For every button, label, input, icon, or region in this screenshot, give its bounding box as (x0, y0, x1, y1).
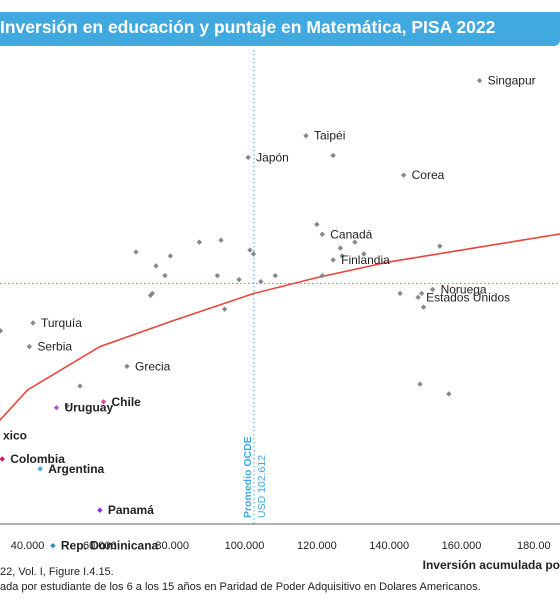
data-point (400, 172, 407, 178)
x-tick-label: 100.000 (225, 540, 265, 552)
data-point (420, 304, 427, 310)
point-label: Uruguay (64, 401, 113, 415)
data-point (352, 239, 358, 245)
data-point (319, 231, 325, 237)
point-label: Japón (256, 150, 289, 164)
data-point (221, 306, 228, 312)
point-label: Panamá (108, 503, 154, 517)
data-point (133, 249, 139, 255)
data-point (50, 542, 56, 549)
point-label: Grecia (135, 359, 171, 373)
point-label: Singapur (488, 74, 536, 88)
data-point (236, 276, 242, 283)
data-point (247, 247, 253, 253)
x-tick-label: 160.000 (442, 540, 482, 552)
data-point (37, 466, 43, 472)
data-point (339, 253, 345, 259)
oecd-value-label: USD 102.612 (256, 455, 268, 518)
chart-title: Inversión en educación y puntaje en Mate… (0, 17, 496, 37)
point-label: Argentina (48, 462, 104, 476)
data-point (97, 507, 103, 513)
data-point (337, 245, 344, 251)
point-label: Rep. Dominicana (61, 539, 159, 553)
data-point (429, 286, 436, 293)
data-point (196, 239, 203, 245)
data-point (415, 294, 421, 301)
data-point (64, 403, 71, 409)
data-point (330, 152, 336, 159)
data-point (258, 278, 264, 285)
point-label: Estados Unidos (426, 290, 510, 304)
data-point (124, 363, 130, 370)
data-point (30, 320, 36, 326)
data-point (314, 221, 320, 228)
data-point (53, 405, 60, 411)
data-point (162, 272, 168, 279)
x-tick-label: 40.000 (11, 540, 45, 552)
point-label: Turquía (41, 316, 82, 330)
data-point (476, 77, 483, 84)
data-point (153, 263, 159, 269)
data-point (167, 253, 174, 259)
data-point (0, 328, 4, 334)
data-point (437, 243, 443, 249)
data-point (446, 391, 452, 397)
x-tick-label: 60.000 (83, 540, 117, 552)
data-point (397, 290, 403, 297)
x-tick-label: 140.000 (369, 540, 409, 552)
data-point (26, 343, 33, 350)
trend-curve (0, 233, 560, 422)
data-point (218, 237, 224, 243)
data-point (419, 290, 425, 297)
point-label: Serbia (37, 340, 72, 354)
data-point (319, 272, 325, 279)
data-point (77, 383, 83, 389)
data-point (0, 456, 5, 462)
footnote-source: 22, Vol. I, Figure I.4.15. (0, 566, 114, 578)
data-point (250, 251, 257, 257)
data-point (214, 272, 221, 279)
point-label: Chile (111, 395, 141, 409)
x-tick-label: 120.000 (297, 540, 337, 552)
data-point (147, 292, 154, 299)
x-axis-label: Inversión acumulada po (423, 558, 560, 572)
footnote-note: ada por estudiante de los 6 a los 15 año… (0, 581, 481, 593)
title-bar: Inversión en educación y puntaje en Mate… (0, 12, 560, 46)
point-label: Noruega (441, 282, 487, 296)
data-point (303, 133, 309, 139)
x-tick-label: 180.00 (517, 540, 551, 552)
x-tick-label: 80.000 (155, 540, 189, 552)
point-label: Colombia (10, 452, 65, 466)
oecd-label: Promedio OCDE (242, 436, 254, 518)
point-label: Canadá (330, 227, 372, 241)
point-label: xico (3, 428, 27, 442)
data-point (361, 251, 367, 257)
point-label: Finlandia (341, 253, 390, 267)
point-label: Corea (412, 168, 445, 182)
data-point (417, 381, 423, 387)
data-point (100, 399, 107, 405)
data-point (330, 257, 336, 263)
data-point (245, 154, 251, 161)
data-point (272, 272, 278, 279)
point-label: Taipéi (314, 129, 345, 143)
